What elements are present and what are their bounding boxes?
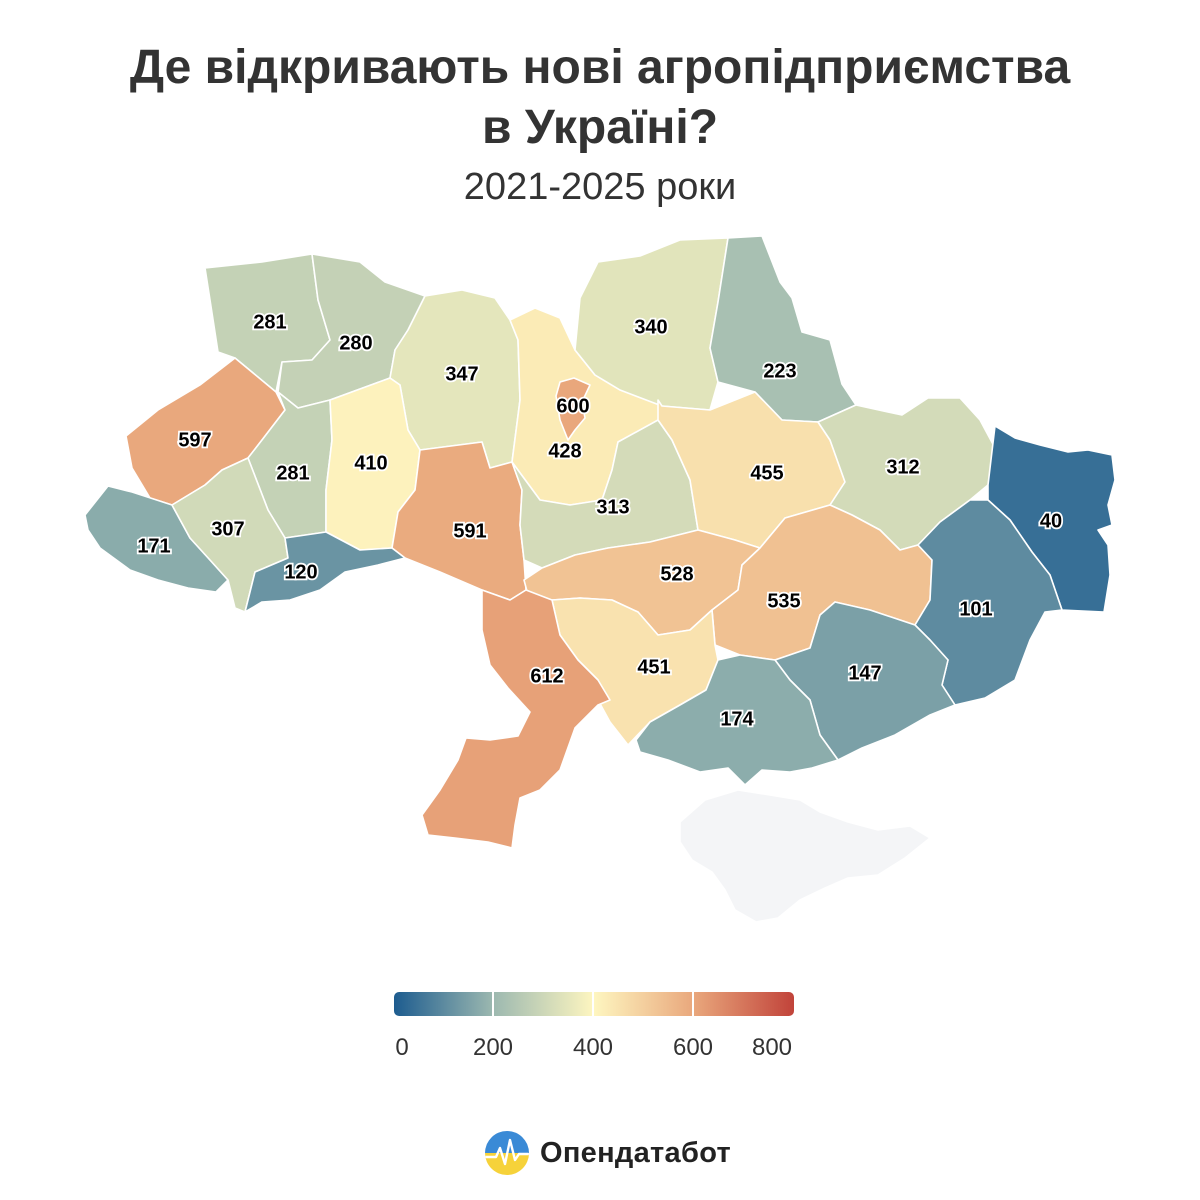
legend-divider xyxy=(592,992,594,1016)
brand-name: Опендатабот xyxy=(540,1136,731,1169)
title-line-1: Де відкривають нові агропідприємства xyxy=(129,41,1071,94)
map-subtitle: 2021-2025 роки xyxy=(463,166,737,208)
label-dnipropetrovsk: 535 xyxy=(767,590,800,612)
label-poltava: 455 xyxy=(750,462,783,484)
label-ivano-frankivsk: 307 xyxy=(211,518,244,540)
label-mykolaiv: 451 xyxy=(637,656,670,678)
label-chernivtsi: 120 xyxy=(284,561,317,583)
legend-divider xyxy=(692,992,694,1016)
legend-divider xyxy=(492,992,494,1016)
label-kharkiv: 312 xyxy=(886,456,919,478)
label-lviv: 597 xyxy=(178,429,211,451)
label-rivne: 280 xyxy=(339,332,372,354)
label-volyn: 281 xyxy=(253,311,286,333)
legend-tick-600: 600 xyxy=(672,1034,714,1061)
label-khmelnytskyi: 410 xyxy=(354,452,387,474)
legend-tick-800: 800 xyxy=(751,1034,793,1061)
label-kherson: 174 xyxy=(720,708,754,730)
brand-logo: Опендатабот xyxy=(484,1130,731,1176)
regions-layer xyxy=(84,235,1116,923)
legend-color-scale xyxy=(394,992,794,1016)
legend-tick-0: 0 xyxy=(395,1034,409,1061)
legend-tick-200: 200 xyxy=(472,1034,514,1061)
label-kyiv-oblast: 428 xyxy=(548,440,581,462)
opendatabot-logo-icon xyxy=(485,1131,529,1175)
labels-layer: 281 280 347 428 600 340 223 597 281 410 … xyxy=(136,310,1064,733)
region-sumy[interactable] xyxy=(709,235,857,423)
region-zakarpattia[interactable] xyxy=(84,485,229,593)
legend-tick-400: 400 xyxy=(572,1034,614,1061)
label-kirovohrad: 528 xyxy=(660,563,693,585)
label-zaporizhzhia: 147 xyxy=(848,662,881,684)
region-odesa[interactable] xyxy=(421,589,611,849)
label-ternopil: 281 xyxy=(276,462,309,484)
label-odesa: 612 xyxy=(530,665,563,687)
label-cherkasy: 313 xyxy=(596,496,629,518)
label-kyiv-city: 600 xyxy=(556,395,589,417)
label-zakarpattia: 171 xyxy=(137,535,170,557)
map-title: Де відкривають нові агропідприємства в У… xyxy=(0,38,1200,158)
label-luhansk: 40 xyxy=(1040,510,1062,532)
region-kherson[interactable] xyxy=(635,654,839,786)
label-chernihiv: 340 xyxy=(634,316,667,338)
region-chernihiv[interactable] xyxy=(574,237,729,411)
region-kyiv-city[interactable] xyxy=(555,377,591,441)
label-donetsk: 101 xyxy=(959,598,992,620)
region-chernivtsi[interactable] xyxy=(244,531,406,613)
label-sumy: 223 xyxy=(763,360,796,382)
region-crimea[interactable] xyxy=(679,789,931,923)
title-line-2: в Україні? xyxy=(481,101,719,154)
label-vinnytsia: 591 xyxy=(453,520,486,542)
label-zhytomyr: 347 xyxy=(445,363,478,385)
